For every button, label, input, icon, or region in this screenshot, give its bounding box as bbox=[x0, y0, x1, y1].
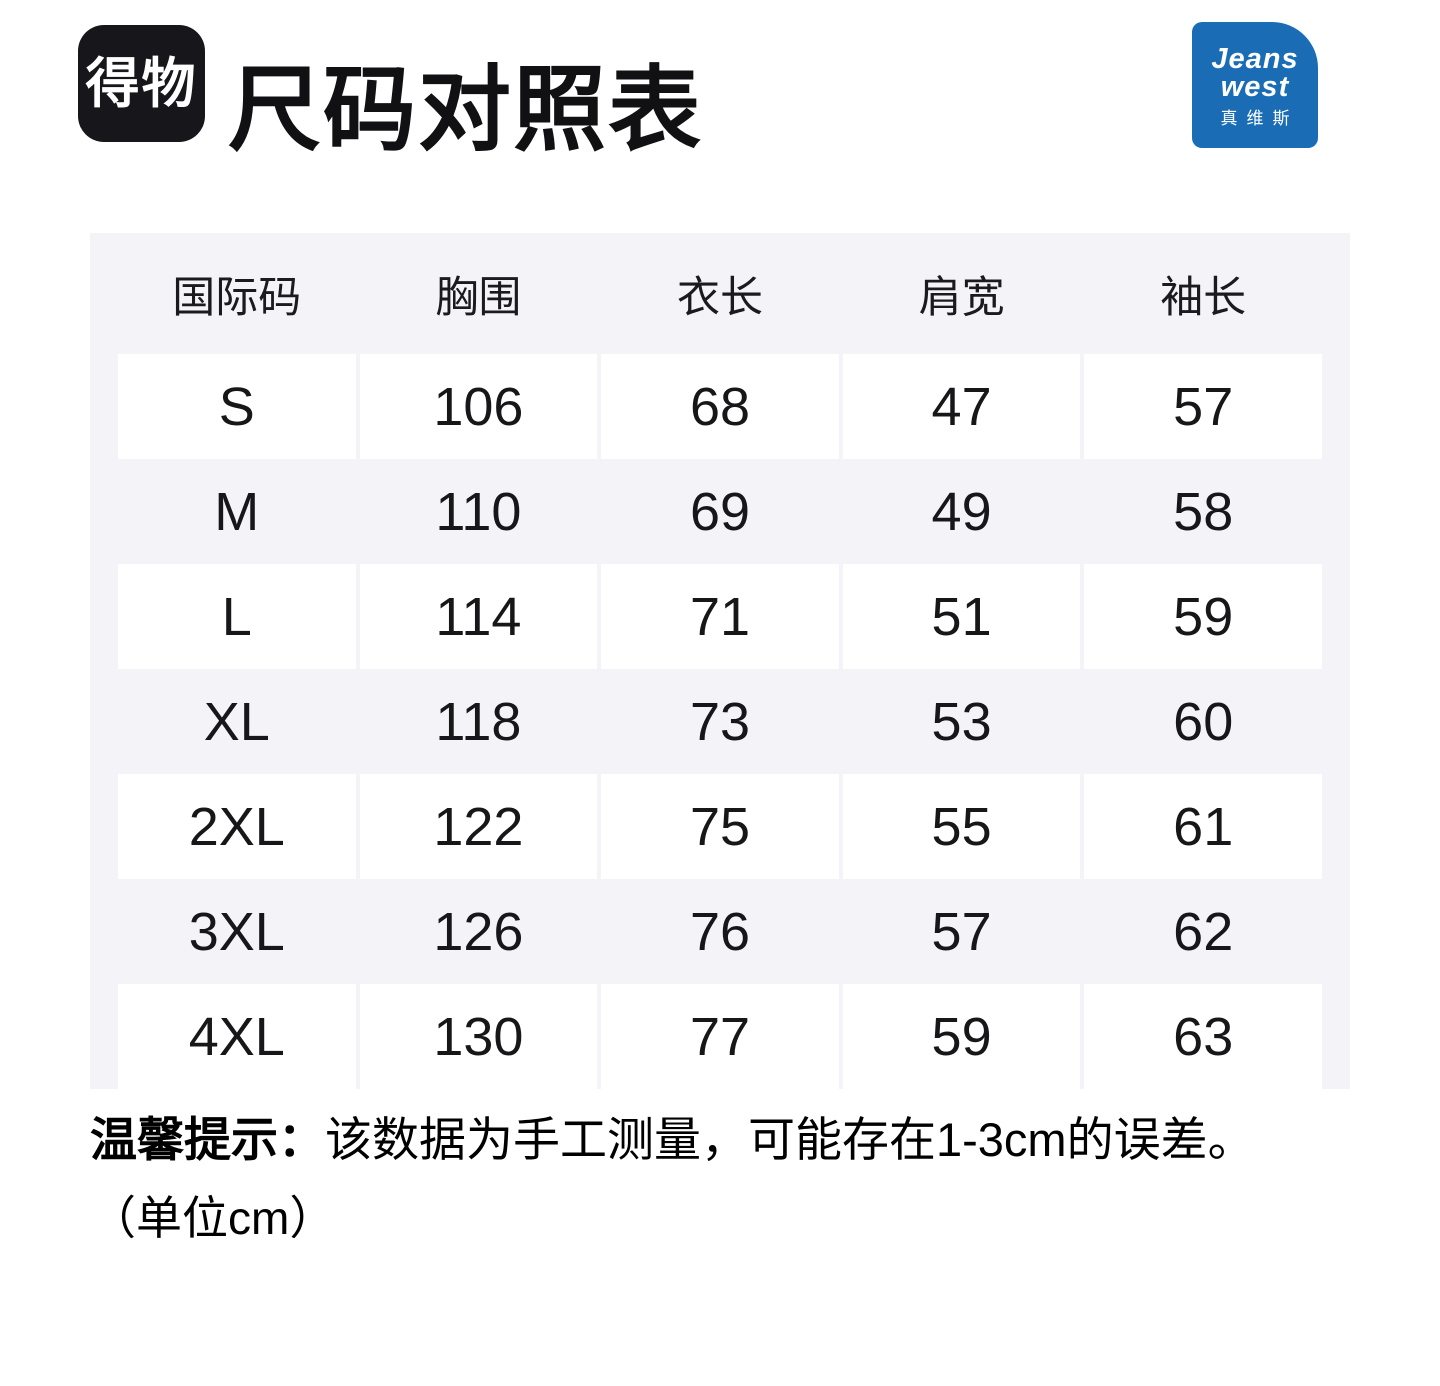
chest-cell: 130 bbox=[359, 984, 598, 1089]
sleeve-cell: 61 bbox=[1084, 774, 1322, 879]
shoulder-cell: 59 bbox=[842, 984, 1081, 1089]
shoulder-cell: 51 bbox=[842, 564, 1081, 669]
size-cell: 3XL bbox=[188, 901, 285, 962]
chest-cell: 114 bbox=[359, 564, 598, 669]
sleeve-cell: 62 bbox=[1173, 901, 1234, 962]
table-row-2xl: 2XL 122 75 55 61 bbox=[118, 774, 1322, 879]
sleeve-cell: 63 bbox=[1084, 984, 1322, 1089]
sleeve-cell: 58 bbox=[1173, 481, 1234, 542]
chest-cell: 122 bbox=[359, 774, 598, 879]
size-cell: 2XL bbox=[118, 774, 356, 879]
chest-cell: 106 bbox=[359, 354, 598, 459]
size-table: 国际码 胸围 衣长 肩宽 袖长 S 106 68 47 57 M 110 69 … bbox=[90, 233, 1350, 1089]
note-text: 该数据为手工测量，可能存在1-3cm的误差。 bbox=[325, 1113, 1255, 1166]
table-row-l: L 114 71 51 59 bbox=[118, 564, 1322, 669]
shoulder-cell: 57 bbox=[931, 901, 992, 962]
length-cell: 71 bbox=[601, 564, 839, 669]
size-cell: 4XL bbox=[118, 984, 356, 1089]
jeanswest-logo-text-jeans: Jeans bbox=[1211, 42, 1299, 75]
note-line-2: （单位cm） bbox=[90, 1192, 336, 1244]
length-cell: 76 bbox=[689, 901, 751, 962]
size-cell: S bbox=[118, 354, 356, 459]
jeanswest-logo-text-cn: 真维斯 bbox=[1220, 108, 1299, 128]
col-header-length: 衣长 bbox=[676, 273, 763, 322]
shoulder-cell: 55 bbox=[842, 774, 1081, 879]
col-header-chest: 胸围 bbox=[435, 273, 522, 322]
shoulder-cell: 53 bbox=[931, 691, 992, 752]
chest-cell: 126 bbox=[433, 901, 524, 962]
size-cell: XL bbox=[203, 691, 270, 752]
page-title: 尺码对照表 bbox=[228, 58, 703, 162]
shoulder-cell: 49 bbox=[931, 481, 992, 542]
jeanswest-logo-text-west: west bbox=[1220, 70, 1290, 103]
chest-cell: 110 bbox=[435, 481, 522, 542]
size-cell: M bbox=[214, 481, 260, 542]
sleeve-cell: 60 bbox=[1173, 691, 1234, 752]
table-row-3xl: 3XL 126 76 57 62 bbox=[118, 879, 1322, 984]
length-cell: 68 bbox=[601, 354, 839, 459]
dewu-logo: 得物 bbox=[78, 25, 205, 142]
length-cell: 75 bbox=[601, 774, 839, 879]
table-row-4xl: 4XL 130 77 59 63 bbox=[118, 984, 1322, 1089]
shoulder-cell: 47 bbox=[842, 354, 1081, 459]
table-row-xl: XL 118 73 53 60 bbox=[118, 669, 1322, 774]
table-row-s: S 106 68 47 57 bbox=[118, 354, 1322, 459]
col-header-sleeve: 袖长 bbox=[1160, 273, 1247, 322]
size-cell: L bbox=[118, 564, 356, 669]
dewu-logo-text: 得物 bbox=[85, 53, 198, 114]
chest-cell: 118 bbox=[435, 691, 522, 752]
sleeve-cell: 59 bbox=[1084, 564, 1322, 669]
sleeve-cell: 57 bbox=[1084, 354, 1322, 459]
length-cell: 73 bbox=[689, 691, 751, 752]
jeanswest-logo-icon: Jeans west 真维斯 bbox=[1192, 22, 1318, 148]
note-line-1: 温馨提示：该数据为手工测量，可能存在1-3cm的误差。 bbox=[90, 1110, 1390, 1170]
note: 温馨提示：该数据为手工测量，可能存在1-3cm的误差。 （单位cm） bbox=[90, 1110, 1390, 1248]
note-prefix: 温馨提示： bbox=[90, 1113, 325, 1166]
table-row-m: M 110 69 49 58 bbox=[118, 459, 1322, 564]
length-cell: 69 bbox=[689, 481, 751, 542]
table-header-row: 国际码 胸围 衣长 肩宽 袖长 bbox=[118, 233, 1322, 354]
length-cell: 77 bbox=[601, 984, 839, 1089]
col-header-size: 国际码 bbox=[172, 273, 302, 322]
col-header-shoulder: 肩宽 bbox=[918, 273, 1005, 322]
